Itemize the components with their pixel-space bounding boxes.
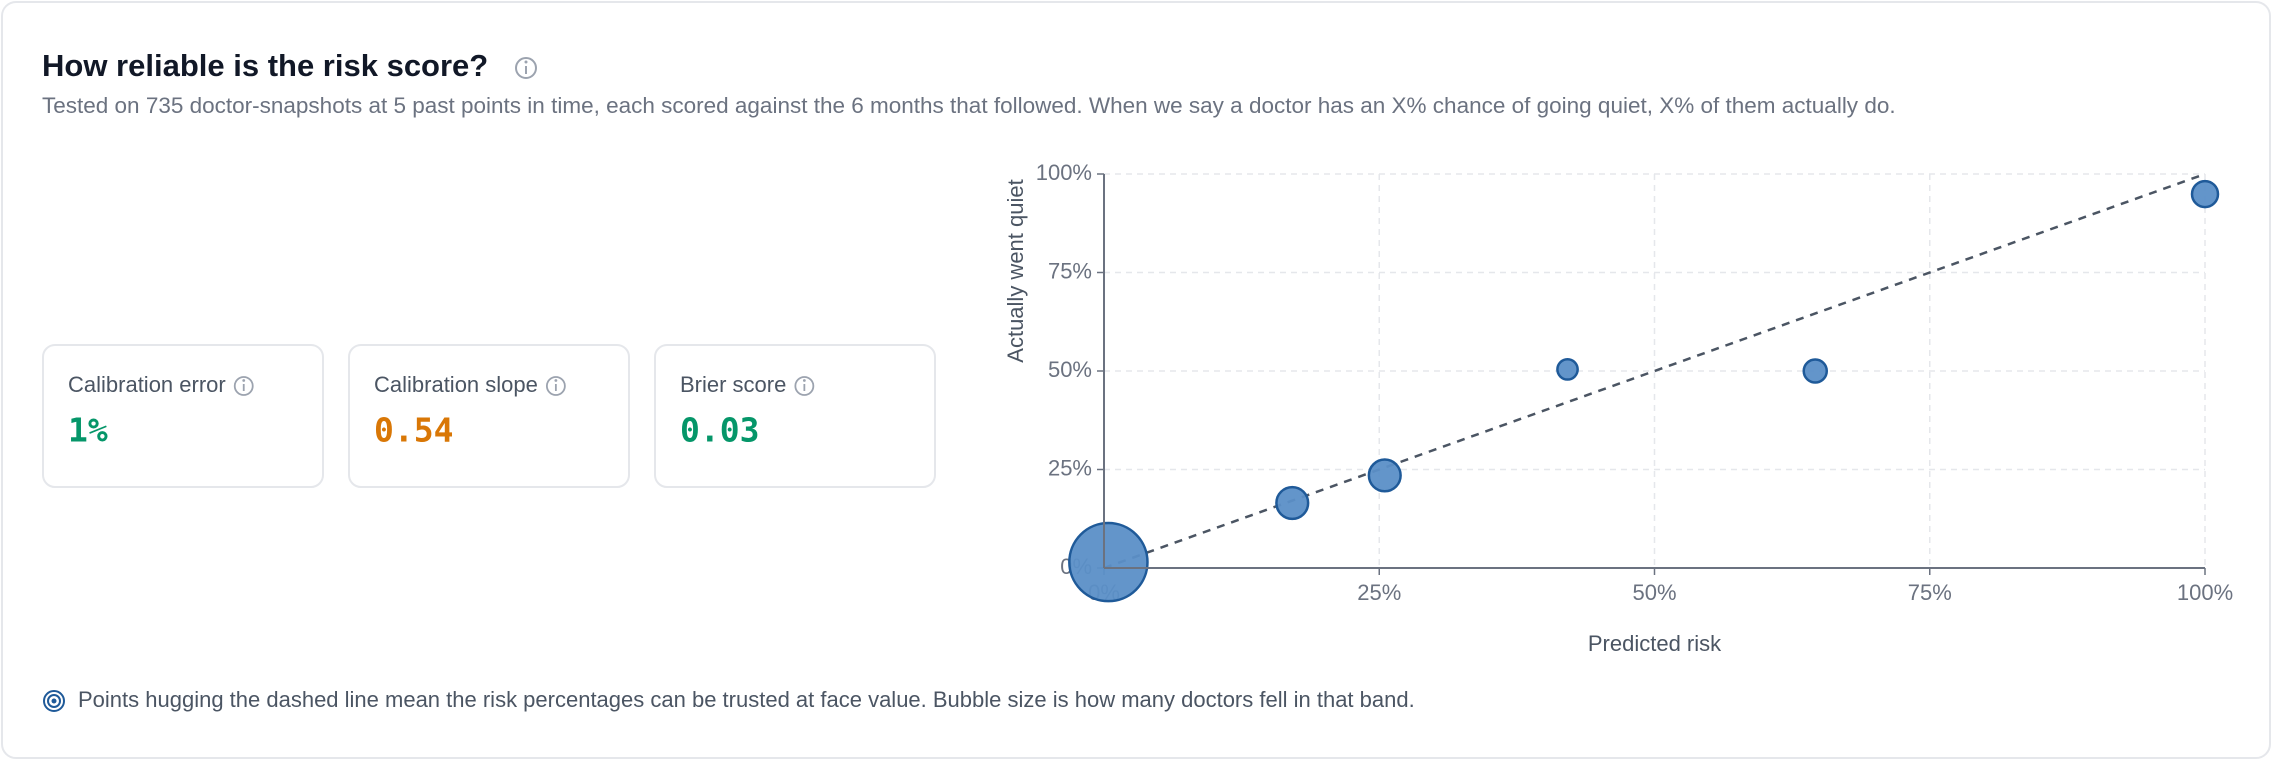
info-icon-dot bbox=[242, 379, 246, 382]
footnote-icon bbox=[43, 690, 65, 712]
bubble bbox=[1802, 358, 1829, 384]
bubble bbox=[1275, 485, 1310, 521]
bubble bbox=[1556, 358, 1579, 381]
info-icon[interactable] bbox=[515, 57, 537, 79]
metric-value: 0.03 bbox=[680, 411, 759, 450]
y-tick-label: 50% bbox=[1048, 357, 1092, 382]
metric-value: 0.54 bbox=[374, 411, 453, 450]
metric-label: Calibration error bbox=[68, 372, 226, 397]
y-tick-label: 25% bbox=[1048, 455, 1092, 480]
footnote: Points hugging the dashed line mean the … bbox=[78, 687, 1415, 712]
metric-label: Brier score bbox=[680, 372, 786, 397]
bubble bbox=[1367, 458, 1402, 493]
x-tick-label: 100% bbox=[2177, 580, 2233, 605]
metric-value: 1% bbox=[68, 411, 108, 450]
metric-card bbox=[42, 344, 324, 488]
metric-label: Calibration slope bbox=[374, 372, 538, 397]
x-tick-label: 75% bbox=[1908, 580, 1952, 605]
bubble bbox=[2190, 179, 2220, 209]
y-tick-label: 75% bbox=[1048, 258, 1092, 283]
y-axis-label: Actually went quiet bbox=[1003, 179, 1028, 362]
metric-card bbox=[654, 344, 936, 488]
info-icon[interactable] bbox=[233, 376, 254, 396]
x-axis-label: Predicted risk bbox=[1588, 631, 1722, 656]
x-tick-label: 50% bbox=[1632, 580, 1676, 605]
bubble bbox=[1068, 521, 1149, 603]
info-icon-dot bbox=[554, 379, 558, 382]
y-tick-label: 100% bbox=[1036, 160, 1092, 185]
x-tick-label: 25% bbox=[1357, 580, 1401, 605]
subtitle: Tested on 735 doctor-snapshots at 5 past… bbox=[42, 93, 1896, 118]
title: How reliable is the risk score? bbox=[42, 48, 488, 83]
info-icon[interactable] bbox=[794, 376, 815, 396]
info-icon-dot bbox=[802, 379, 806, 382]
metric-card bbox=[348, 344, 630, 488]
info-icon[interactable] bbox=[545, 376, 566, 396]
